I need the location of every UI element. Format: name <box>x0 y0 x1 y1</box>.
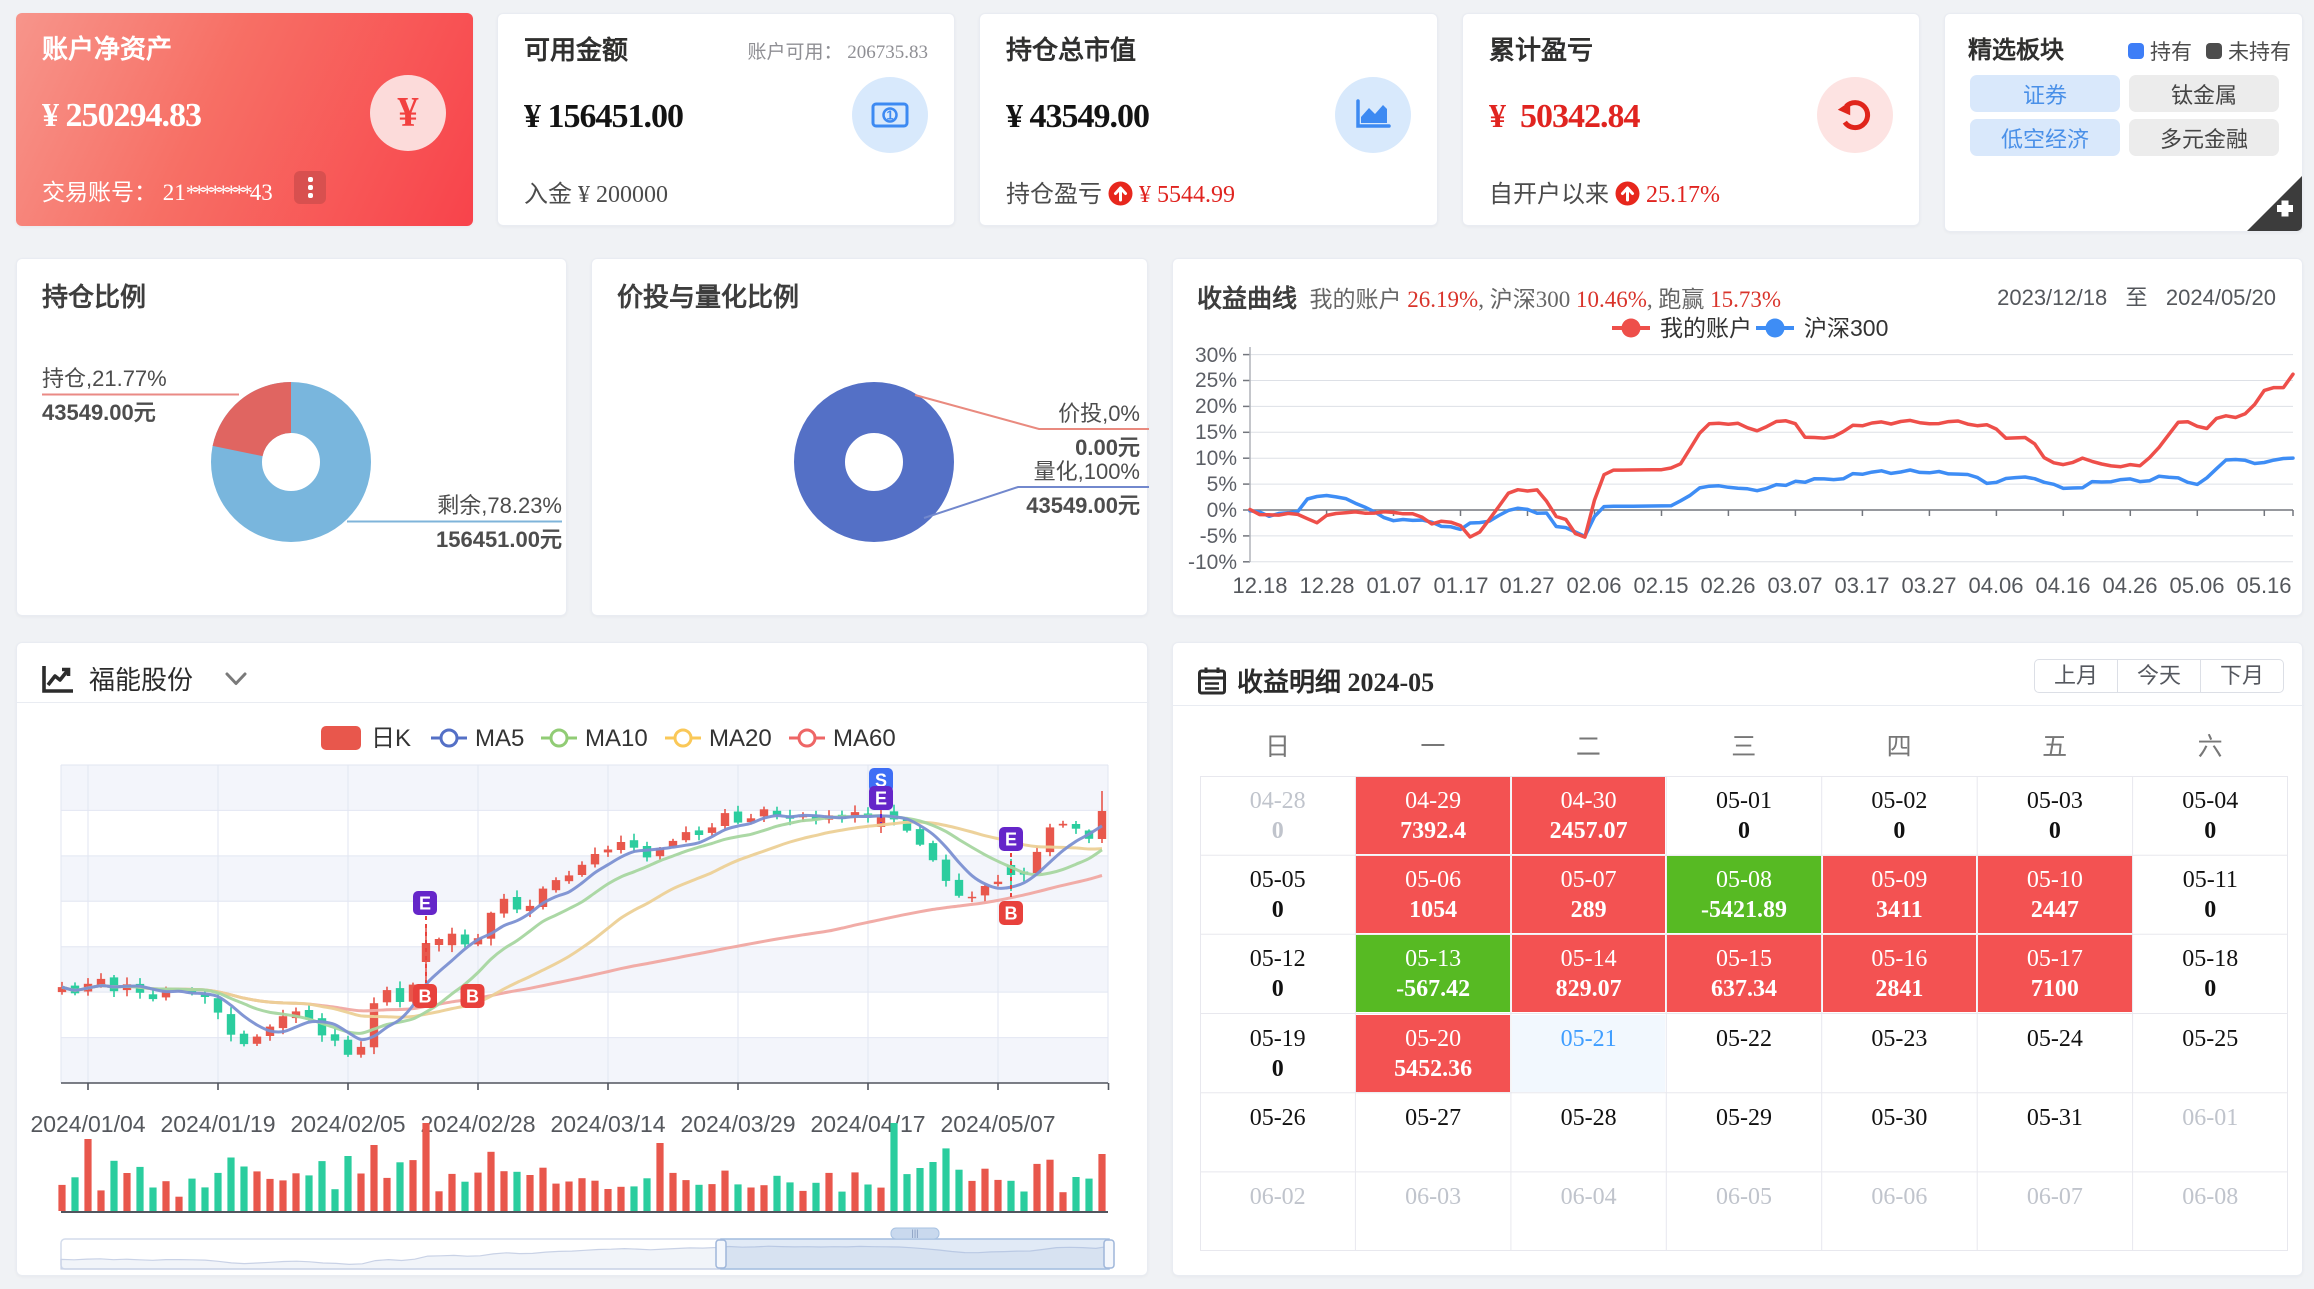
svg-text:E: E <box>1005 830 1017 850</box>
svg-text:5%: 5% <box>1207 473 1237 496</box>
svg-text:持仓,21.77%: 持仓,21.77% <box>42 366 167 391</box>
svg-text:01.27: 01.27 <box>1499 573 1554 598</box>
svg-text:MA10: MA10 <box>585 725 648 752</box>
svg-text:02.26: 02.26 <box>1700 573 1755 598</box>
svg-text:03.17: 03.17 <box>1834 573 1889 598</box>
svg-text:12.18: 12.18 <box>1232 573 1287 598</box>
svg-text:04.06: 04.06 <box>1968 573 2023 598</box>
svg-text:01.17: 01.17 <box>1433 573 1488 598</box>
svg-text:-5%: -5% <box>1200 525 1237 548</box>
svg-text:03.07: 03.07 <box>1767 573 1822 598</box>
svg-text:43549.00元: 43549.00元 <box>42 400 156 425</box>
svg-text:B: B <box>466 987 479 1007</box>
svg-text:2024/02/05: 2024/02/05 <box>290 1111 405 1137</box>
svg-text:1: 1 <box>886 108 893 123</box>
svg-text:S: S <box>875 771 887 791</box>
svg-text:我的账户: 我的账户 <box>1660 315 1752 341</box>
svg-text:02.06: 02.06 <box>1566 573 1621 598</box>
svg-text:156451.00元: 156451.00元 <box>436 527 562 552</box>
svg-text:15%: 15% <box>1195 421 1237 444</box>
svg-text:0%: 0% <box>1207 499 1237 522</box>
svg-text:E: E <box>875 789 887 809</box>
svg-text:2024/01/19: 2024/01/19 <box>160 1111 275 1137</box>
svg-text:E: E <box>419 894 431 914</box>
svg-text:-10%: -10% <box>1188 551 1237 574</box>
svg-text:0.00元: 0.00元 <box>1075 435 1140 460</box>
svg-text:01.07: 01.07 <box>1366 573 1421 598</box>
svg-text:2024/04/17: 2024/04/17 <box>810 1111 925 1137</box>
svg-text:沪深300: 沪深300 <box>1804 315 1888 341</box>
svg-text:12.28: 12.28 <box>1299 573 1354 598</box>
svg-text:B: B <box>1005 904 1018 924</box>
svg-text:2024/03/14: 2024/03/14 <box>550 1111 665 1137</box>
svg-text:剩余,78.23%: 剩余,78.23% <box>437 493 562 518</box>
svg-text:10%: 10% <box>1195 447 1237 470</box>
svg-text:2024/05/07: 2024/05/07 <box>940 1111 1055 1137</box>
svg-text:|||: ||| <box>911 1228 918 1238</box>
svg-text:MA20: MA20 <box>709 725 772 752</box>
svg-text:02.15: 02.15 <box>1633 573 1688 598</box>
svg-text:2024/02/28: 2024/02/28 <box>420 1111 535 1137</box>
svg-text:05.16: 05.16 <box>2236 573 2291 598</box>
svg-text:价投,0%: 价投,0% <box>1058 401 1140 426</box>
svg-text:03.27: 03.27 <box>1901 573 1956 598</box>
svg-text:43549.00元: 43549.00元 <box>1026 493 1140 518</box>
svg-text:MA60: MA60 <box>833 725 896 752</box>
svg-text:04.26: 04.26 <box>2102 573 2157 598</box>
svg-text:05.06: 05.06 <box>2169 573 2224 598</box>
svg-text:MA5: MA5 <box>475 725 524 752</box>
svg-text:2024/03/29: 2024/03/29 <box>680 1111 795 1137</box>
svg-text:20%: 20% <box>1195 395 1237 418</box>
svg-text:B: B <box>419 987 432 1007</box>
svg-text:量化,100%: 量化,100% <box>1034 459 1140 484</box>
svg-text:30%: 30% <box>1195 344 1237 367</box>
svg-text:25%: 25% <box>1195 369 1237 392</box>
svg-text:2024/01/04: 2024/01/04 <box>30 1111 145 1137</box>
svg-text:04.16: 04.16 <box>2035 573 2090 598</box>
svg-text:日K: 日K <box>371 725 411 752</box>
